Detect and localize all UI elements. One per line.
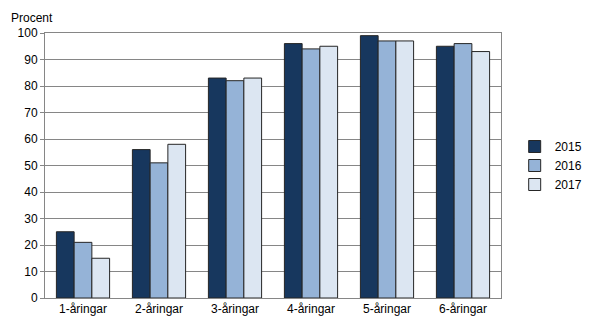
svg-text:70: 70 <box>24 106 38 120</box>
svg-text:3-åringar: 3-åringar <box>211 302 259 316</box>
svg-text:5-åringar: 5-åringar <box>363 302 411 316</box>
svg-text:4-åringar: 4-åringar <box>287 302 335 316</box>
svg-text:20: 20 <box>24 238 38 252</box>
svg-text:100: 100 <box>18 26 38 40</box>
svg-text:2-åringar: 2-åringar <box>135 302 183 316</box>
svg-text:0: 0 <box>31 291 38 305</box>
svg-text:6-åringar: 6-åringar <box>439 302 487 316</box>
svg-text:10: 10 <box>24 265 38 279</box>
svg-text:40: 40 <box>24 185 38 199</box>
svg-text:50: 50 <box>24 159 38 173</box>
svg-text:90: 90 <box>24 53 38 67</box>
svg-text:60: 60 <box>24 132 38 146</box>
svg-text:2017: 2017 <box>555 178 582 192</box>
svg-text:2015: 2015 <box>555 140 582 154</box>
svg-text:1-åringar: 1-åringar <box>59 302 107 316</box>
svg-text:2016: 2016 <box>555 159 582 173</box>
svg-text:80: 80 <box>24 79 38 93</box>
svg-text:30: 30 <box>24 212 38 226</box>
svg-text:Procent: Procent <box>11 11 53 25</box>
